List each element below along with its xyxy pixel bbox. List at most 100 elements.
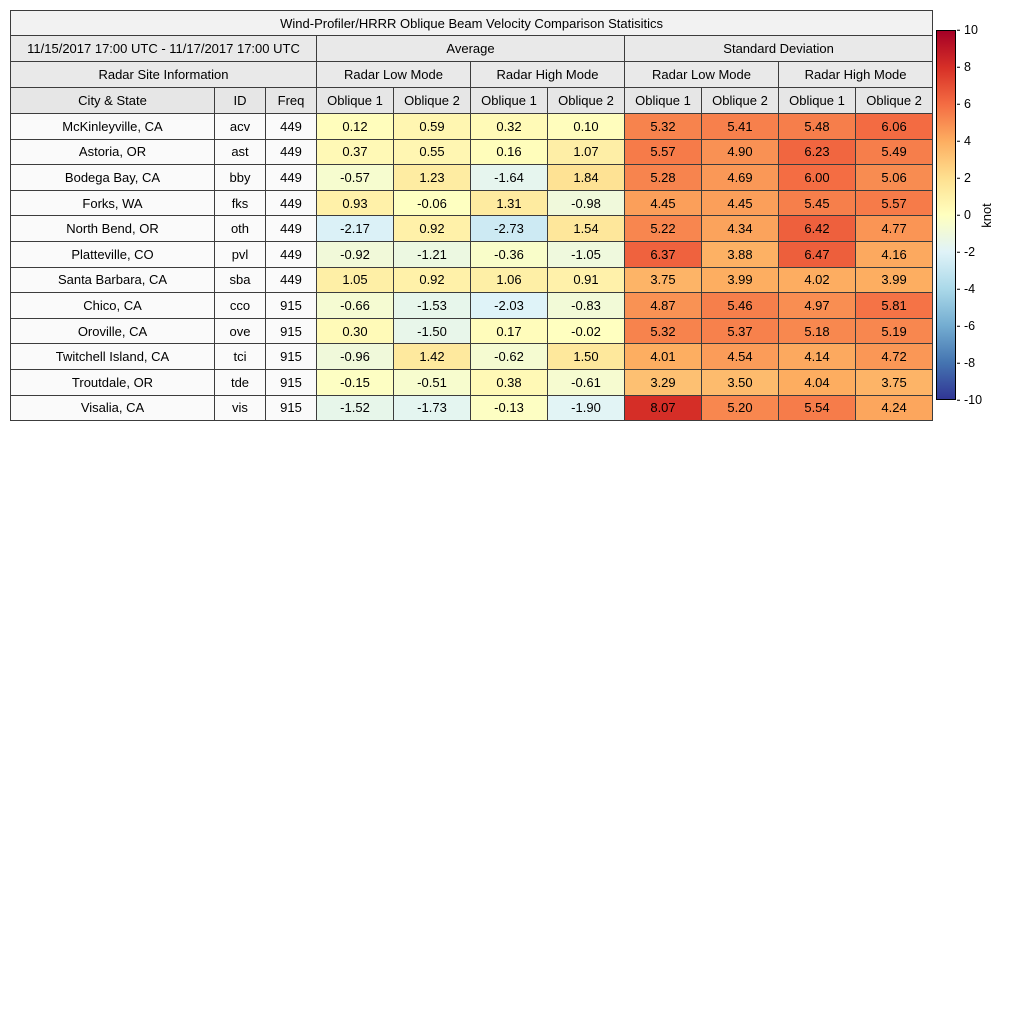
value-cell: 5.49	[854, 138, 934, 166]
date-range: 11/15/2017 17:00 UTC - 11/17/2017 17:00 …	[10, 35, 317, 62]
value-cell: -1.90	[547, 394, 625, 422]
id-cell: pvl	[214, 240, 266, 268]
value-cell: 4.97	[778, 292, 856, 319]
mode-header-std-low: Radar Low Mode	[624, 61, 779, 88]
value-cell: 5.57	[854, 189, 934, 217]
column-header-oblique: Oblique 2	[393, 87, 471, 114]
value-cell: -1.64	[470, 164, 548, 191]
column-header-oblique: Oblique 2	[854, 87, 934, 114]
colorbar-tick-mark	[957, 103, 960, 105]
value-cell: 5.46	[701, 292, 779, 319]
table-row: McKinleyville, CA acv 449 0.12 0.59 0.32 0.10 5…	[10, 113, 934, 140]
freq-cell: 449	[265, 215, 317, 242]
value-cell: -0.51	[393, 368, 471, 396]
average-group-header: Average	[316, 35, 625, 62]
freq-cell: 915	[265, 368, 317, 396]
city-cell: Visalia, CA	[10, 394, 215, 422]
value-cell: 0.38	[470, 368, 548, 396]
value-cell: 3.75	[854, 368, 934, 396]
value-cell: -0.57	[316, 164, 394, 191]
table-row: Twitchell Island, CA tci 915 -0.96 1.42 -0.62…	[10, 343, 934, 370]
value-cell: 1.07	[547, 138, 625, 166]
city-cell: Bodega Bay, CA	[10, 164, 215, 191]
column-header-city: City & State	[10, 87, 215, 114]
value-cell: 4.14	[778, 343, 856, 370]
colorbar-tick-label: 0	[964, 207, 971, 222]
value-cell: 5.22	[624, 215, 702, 242]
colorbar-tick-mark	[957, 214, 960, 216]
colorbar-tick-mark	[957, 177, 960, 179]
value-cell: 4.72	[854, 343, 934, 370]
colorbar-tick-mark	[957, 251, 960, 253]
freq-cell: 449	[265, 240, 317, 268]
value-cell: 5.57	[624, 138, 702, 166]
value-cell: 5.06	[854, 164, 934, 191]
colorbar-tick-mark	[957, 29, 960, 31]
colorbar-tick-label: 2	[964, 170, 971, 185]
value-cell: 1.42	[393, 343, 471, 370]
value-cell: 6.47	[778, 240, 856, 268]
colorbar-tick-mark	[957, 288, 960, 290]
colorbar-tick: 6	[957, 98, 971, 111]
value-cell: -0.98	[547, 189, 625, 217]
value-cell: 3.88	[701, 240, 779, 268]
table-body: McKinleyville, CA acv 449 0.12 0.59 0.32 0.10 5…	[10, 113, 934, 422]
value-cell: 5.32	[624, 317, 702, 345]
value-cell: 4.02	[778, 266, 856, 294]
value-cell: -0.61	[547, 368, 625, 396]
colorbar-tick-mark	[957, 140, 960, 142]
value-cell: 5.48	[778, 113, 856, 140]
value-cell: -0.96	[316, 343, 394, 370]
value-cell: -0.66	[316, 292, 394, 319]
value-cell: -1.73	[393, 394, 471, 422]
value-cell: -0.15	[316, 368, 394, 396]
colorbar-tick-label: -6	[964, 318, 976, 333]
column-header-oblique: Oblique 1	[624, 87, 702, 114]
colorbar-tick-mark	[957, 399, 960, 401]
colorbar-unit: knot	[974, 30, 998, 400]
table-row: Santa Barbara, CA sba 449 1.05 0.92 1.06 0.91 3…	[10, 266, 934, 294]
value-cell: -0.36	[470, 240, 548, 268]
id-cell: vis	[214, 394, 266, 422]
city-cell: North Bend, OR	[10, 215, 215, 242]
value-cell: 0.91	[547, 266, 625, 294]
freq-cell: 449	[265, 113, 317, 140]
value-cell: 0.17	[470, 317, 548, 345]
value-cell: 0.37	[316, 138, 394, 166]
value-cell: 0.30	[316, 317, 394, 345]
colorbar-tick: -10	[957, 394, 982, 407]
id-cell: ast	[214, 138, 266, 166]
value-cell: 0.92	[393, 215, 471, 242]
value-cell: 1.50	[547, 343, 625, 370]
colorbar-unit-label: knot	[978, 202, 994, 228]
value-cell: 8.07	[624, 394, 702, 422]
value-cell: 5.45	[778, 189, 856, 217]
id-cell: acv	[214, 113, 266, 140]
value-cell: 4.24	[854, 394, 934, 422]
colorbar-tick: -4	[957, 283, 975, 296]
city-cell: McKinleyville, CA	[10, 113, 215, 140]
value-cell: -0.83	[547, 292, 625, 319]
column-header-oblique: Oblique 2	[701, 87, 779, 114]
city-cell: Forks, WA	[10, 189, 215, 217]
value-cell: 3.99	[854, 266, 934, 294]
colorbar-tick-label: 10	[964, 22, 978, 37]
colorbar-tick: -8	[957, 357, 975, 370]
table-title: Wind-Profiler/HRRR Oblique Beam Velocity…	[9, 10, 934, 36]
value-cell: -0.92	[316, 240, 394, 268]
id-cell: sba	[214, 266, 266, 294]
value-cell: 0.55	[393, 138, 471, 166]
colorbar-tick: 4	[957, 135, 971, 148]
freq-cell: 449	[265, 164, 317, 191]
value-cell: -2.73	[470, 215, 548, 242]
value-cell: 5.32	[624, 113, 702, 140]
city-cell: Troutdale, OR	[10, 368, 215, 396]
table-row: Visalia, CA vis 915 -1.52 -1.73 -0.13 -1.90 8.0…	[10, 394, 934, 422]
value-cell: 1.05	[316, 266, 394, 294]
city-cell: Twitchell Island, CA	[10, 343, 215, 370]
value-cell: 0.10	[547, 113, 625, 140]
mode-header-std-high: Radar High Mode	[777, 61, 934, 88]
city-cell: Santa Barbara, CA	[10, 266, 215, 294]
colorbar-tick-label: 4	[964, 133, 971, 148]
